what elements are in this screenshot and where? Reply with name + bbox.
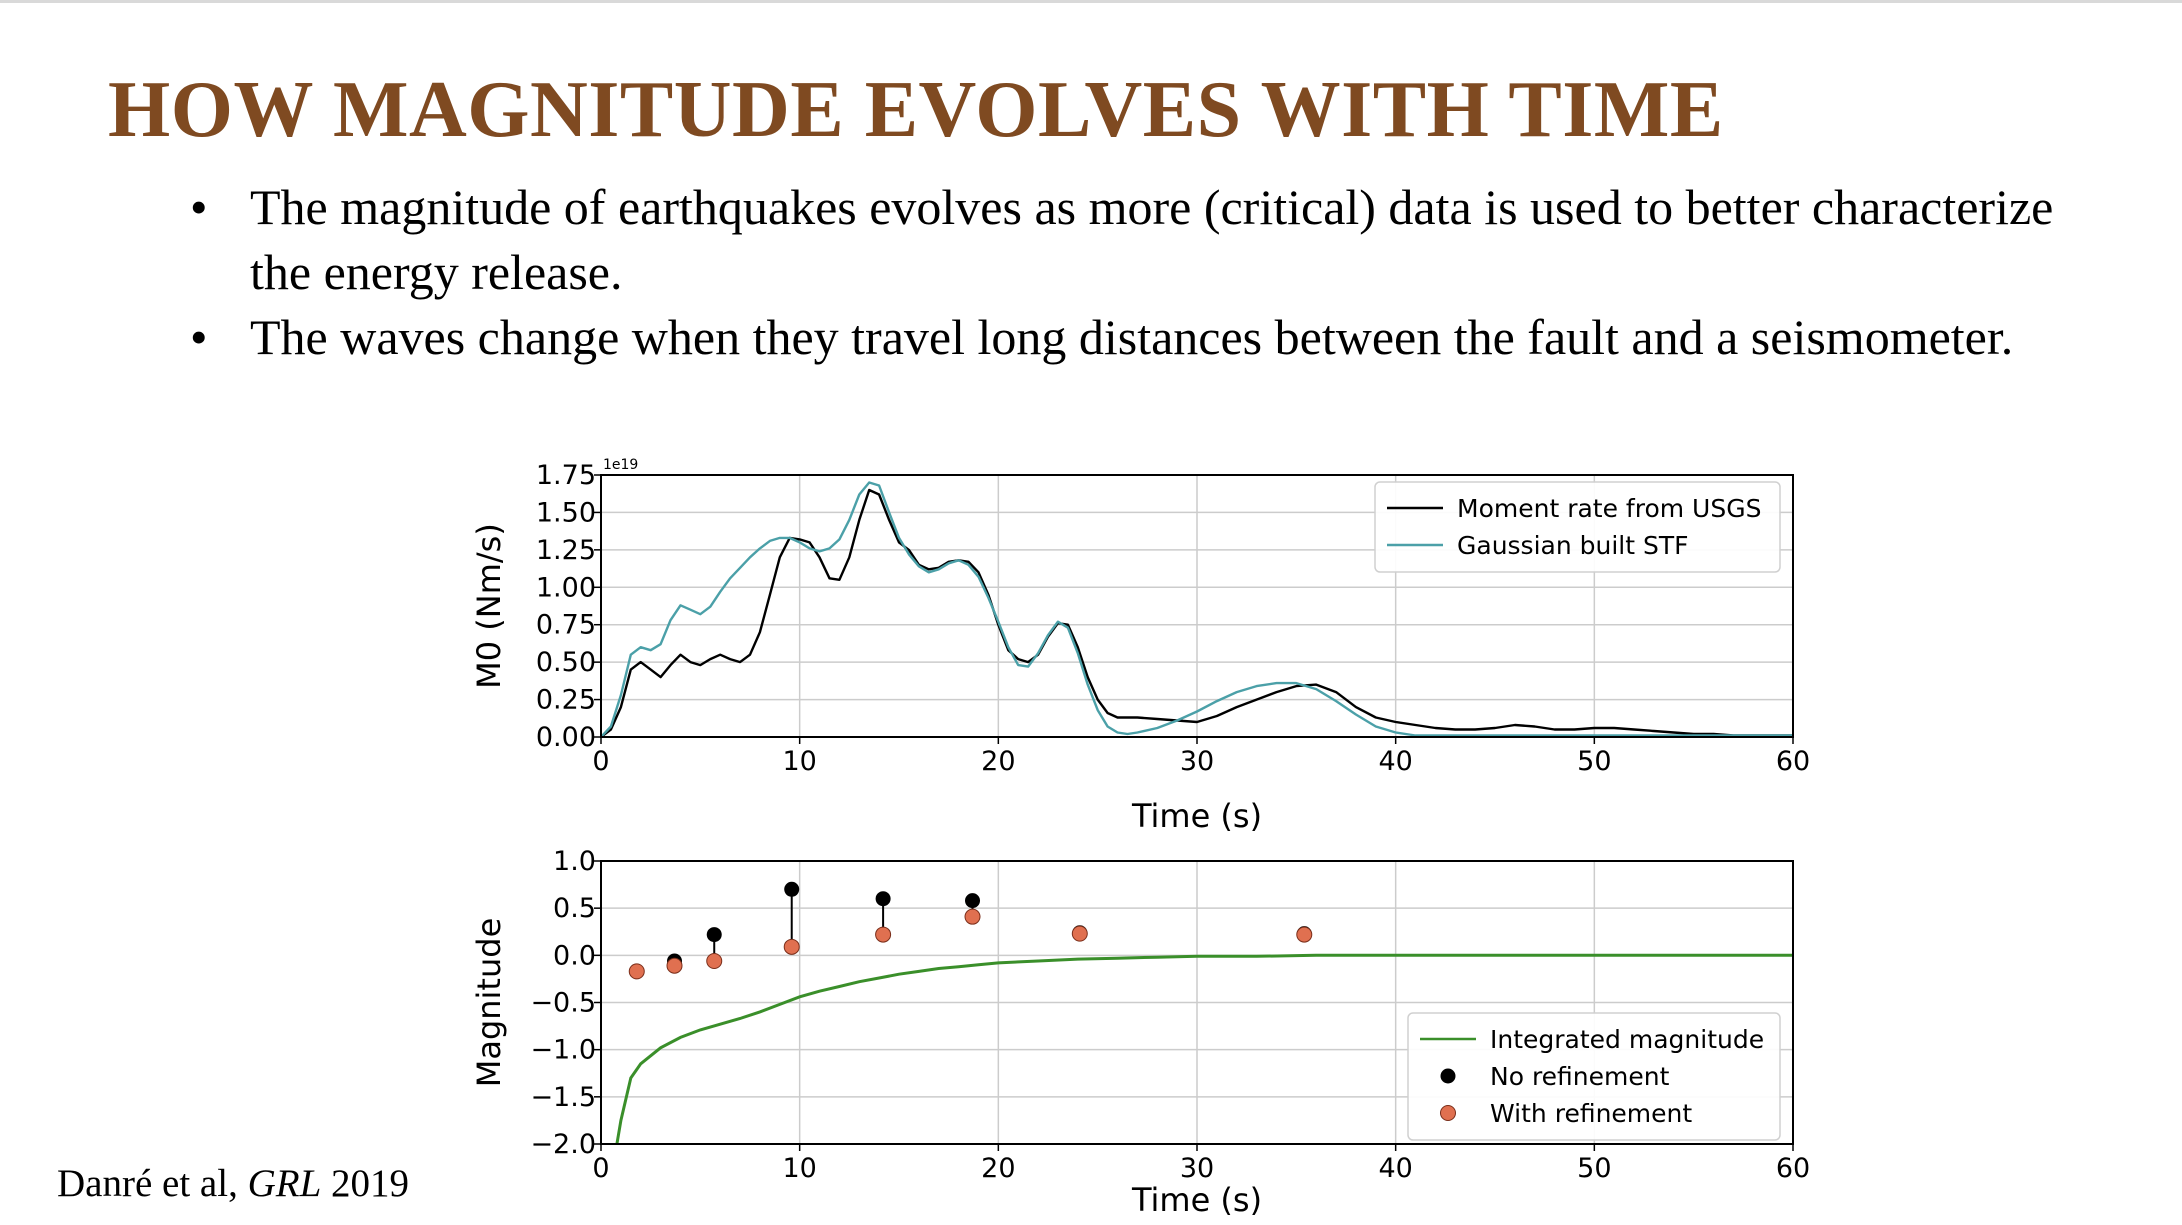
no-refinement-point (965, 893, 981, 909)
y-tick-label: 0.5 (553, 893, 596, 924)
citation: Danré et al, GRL 2019 (57, 1160, 409, 1208)
no-refinement-point (784, 881, 800, 897)
bullet-item: • The magnitude of earthquakes evolves a… (190, 175, 2070, 305)
y-tick-label: 1.75 (536, 460, 596, 491)
with-refinement-point (666, 957, 683, 974)
citation-journal: GRL (247, 1162, 322, 1205)
x-tick-label: 20 (981, 746, 1015, 777)
chart0-series-group (601, 481, 1793, 737)
chart1-frame (600, 860, 1794, 1145)
x-tick-label: 40 (1378, 746, 1412, 777)
y-tick-label: 0.25 (536, 685, 596, 716)
y-axis-label: M0 (Nm/s) (470, 523, 508, 689)
with-refinement-point (1071, 925, 1088, 942)
with-refinement-point (706, 952, 723, 969)
bullet-text: The magnitude of earthquakes evolves as … (250, 179, 2054, 300)
chart1-series-group (615, 881, 1793, 1144)
x-tick-label: 20 (981, 1153, 1015, 1184)
with-refinement-point (628, 963, 645, 980)
y-tick-label: −1.0 (530, 1035, 596, 1066)
with-refinement-point (783, 938, 800, 955)
slide-title: HOW MAGNITUDE EVOLVES WITH TIME (108, 66, 1724, 154)
y-tick-label: 0.00 (536, 722, 596, 753)
integrated-magnitude-line (615, 953, 1793, 1144)
y-axis-label: Magnitude (470, 918, 508, 1088)
legend-entry-label: With refinement (1490, 1099, 1692, 1128)
x-tick-label: 0 (592, 1153, 609, 1184)
y-tick-label: 0.75 (536, 610, 596, 641)
chart0-frame (600, 474, 1794, 738)
x-tick-label: 10 (782, 746, 816, 777)
x-tick-label: 60 (1776, 746, 1810, 777)
bullet-text: The waves change when they travel long d… (250, 309, 2014, 365)
y-tick-label: 1.0 (553, 846, 596, 877)
y-tick-label: 1.25 (536, 535, 596, 566)
x-tick-label: 10 (782, 1153, 816, 1184)
y-tick-label: −2.0 (530, 1129, 596, 1160)
with-refinement-point (875, 926, 892, 943)
legend-entry-label: Integrated magnitude (1490, 1025, 1764, 1054)
citation-year: 2019 (321, 1162, 410, 1205)
x-tick-label: 40 (1378, 1153, 1412, 1184)
x-tick-label: 30 (1180, 746, 1214, 777)
x-tick-label: 50 (1577, 1153, 1611, 1184)
legend-box (1407, 1012, 1781, 1141)
y-tick-label: 0.50 (536, 647, 596, 678)
x-axis-label: Time (s) (1131, 1181, 1262, 1219)
legend-entry-label: Moment rate from USGS (1457, 494, 1761, 523)
legend-entry-label: No refinement (1490, 1062, 1670, 1091)
y-tick-label: 1.00 (536, 572, 596, 603)
bullet-list: • The magnitude of earthquakes evolves a… (190, 175, 2070, 370)
legend-box (1374, 481, 1781, 573)
no-refinement-point (875, 891, 891, 907)
legend-swatch-marker (1440, 1068, 1456, 1084)
y-tick-label: −1.5 (530, 1082, 596, 1113)
bullet-symbol: • (190, 179, 208, 235)
y-tick-label: 1.50 (536, 497, 596, 528)
x-axis-label: Time (s) (1131, 797, 1262, 835)
with-refinement-point (1296, 926, 1313, 943)
x-tick-label: 30 (1180, 1153, 1214, 1184)
x-tick-label: 50 (1577, 746, 1611, 777)
top-rule (0, 0, 2182, 3)
x-tick-label: 0 (592, 746, 609, 777)
bullet-symbol: • (190, 309, 208, 365)
no-refinement-point (706, 927, 722, 943)
with-refinement-point (964, 908, 981, 925)
y-tick-label: −0.5 (530, 988, 596, 1019)
y-offset-label: 1e19 (603, 457, 638, 473)
y-tick-label: 0.0 (553, 940, 596, 971)
gaussian-stf-line (601, 481, 1793, 737)
figure: 0 10 20 30 40 50 600.000.250.500.751.001.251.5… (470, 457, 1810, 1219)
legend-swatch-marker (1440, 1105, 1456, 1121)
legend: Moment rate from USGS Gaussian built STF (1374, 481, 1781, 573)
x-tick-label: 60 (1776, 1153, 1810, 1184)
legend: Integrated magnitude No refinement With re… (1407, 1012, 1781, 1141)
bullet-item: • The waves change when they travel long… (190, 305, 2070, 370)
citation-authors: Danré et al, (57, 1162, 248, 1205)
legend-entry-label: Gaussian built STF (1457, 531, 1689, 560)
